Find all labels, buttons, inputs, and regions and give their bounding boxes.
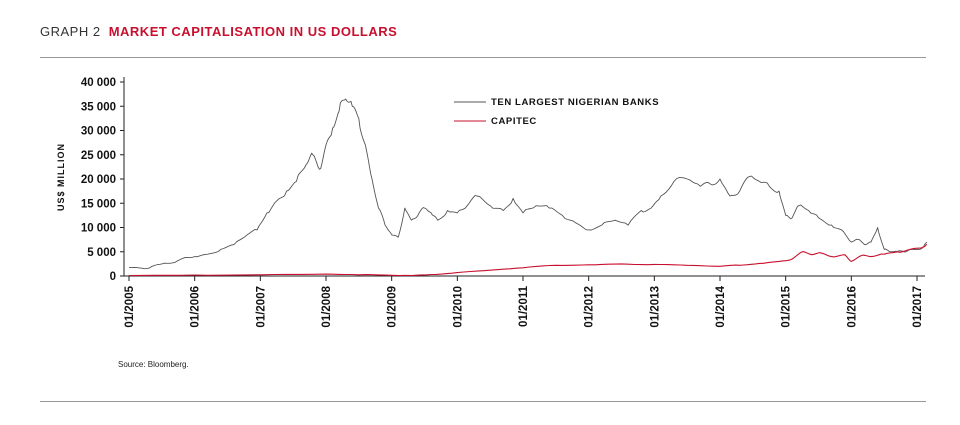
- series-line-capitec: [128, 243, 928, 277]
- top-divider: [40, 57, 926, 58]
- y-tick-label: 5 000: [87, 247, 116, 259]
- y-tick-label: 40 000: [81, 77, 116, 89]
- y-tick-label: 15 000: [81, 198, 116, 210]
- y-tick-label: 10 000: [81, 223, 116, 235]
- source-note: Source: Bloomberg.: [118, 360, 189, 369]
- x-tick-label: 01/2005: [124, 285, 136, 327]
- x-tick-label: 01/2011: [518, 285, 530, 327]
- graph-number-label: GRAPH 2: [40, 24, 101, 39]
- x-tick-label: 01/2015: [781, 285, 793, 327]
- x-tick-label: 01/2007: [255, 286, 267, 328]
- y-tick-label: 30 000: [81, 126, 116, 138]
- x-tick-label: 01/2012: [584, 286, 596, 328]
- bottom-divider: [40, 401, 926, 402]
- x-tick-label: 01/2016: [846, 286, 858, 328]
- chart-header: GRAPH 2 MARKET CAPITALISATION IN US DOLL…: [40, 24, 397, 39]
- x-tick-label: 01/2010: [452, 286, 464, 328]
- x-axis-ticks: 01/2005 01/2006 01/2007 01/2008 01/2009 01/20…: [124, 276, 924, 328]
- y-axis-ticks: 0 5 000 10 000 15 000 20 000 25 000 30 000 35 0…: [81, 77, 124, 283]
- legend: TEN LARGEST NIGERIAN BANKS CAPITEC: [454, 97, 659, 127]
- y-tick-label: 25 000: [81, 150, 116, 162]
- series-line-banks: [128, 98, 928, 270]
- series-layer: [128, 98, 928, 277]
- y-tick-label: 35 000: [81, 101, 116, 113]
- x-tick-label: 01/2008: [321, 285, 333, 327]
- x-tick-label: 01/2013: [649, 286, 661, 328]
- x-tick-label: 01/2014: [715, 285, 727, 327]
- y-axis-title: US$ MILLION: [56, 143, 66, 211]
- y-tick-label: 20 000: [81, 174, 116, 186]
- x-tick-label: 01/2006: [190, 286, 202, 328]
- legend-label-banks: TEN LARGEST NIGERIAN BANKS: [491, 97, 659, 108]
- x-tick-label: 01/2017: [912, 286, 924, 328]
- legend-label-capitec: CAPITEC: [491, 116, 537, 127]
- x-tick-label: 01/2009: [387, 286, 399, 328]
- axes-layer: [123, 77, 925, 277]
- chart-title: MARKET CAPITALISATION IN US DOLLARS: [108, 24, 398, 39]
- y-tick-label: 0: [110, 271, 116, 283]
